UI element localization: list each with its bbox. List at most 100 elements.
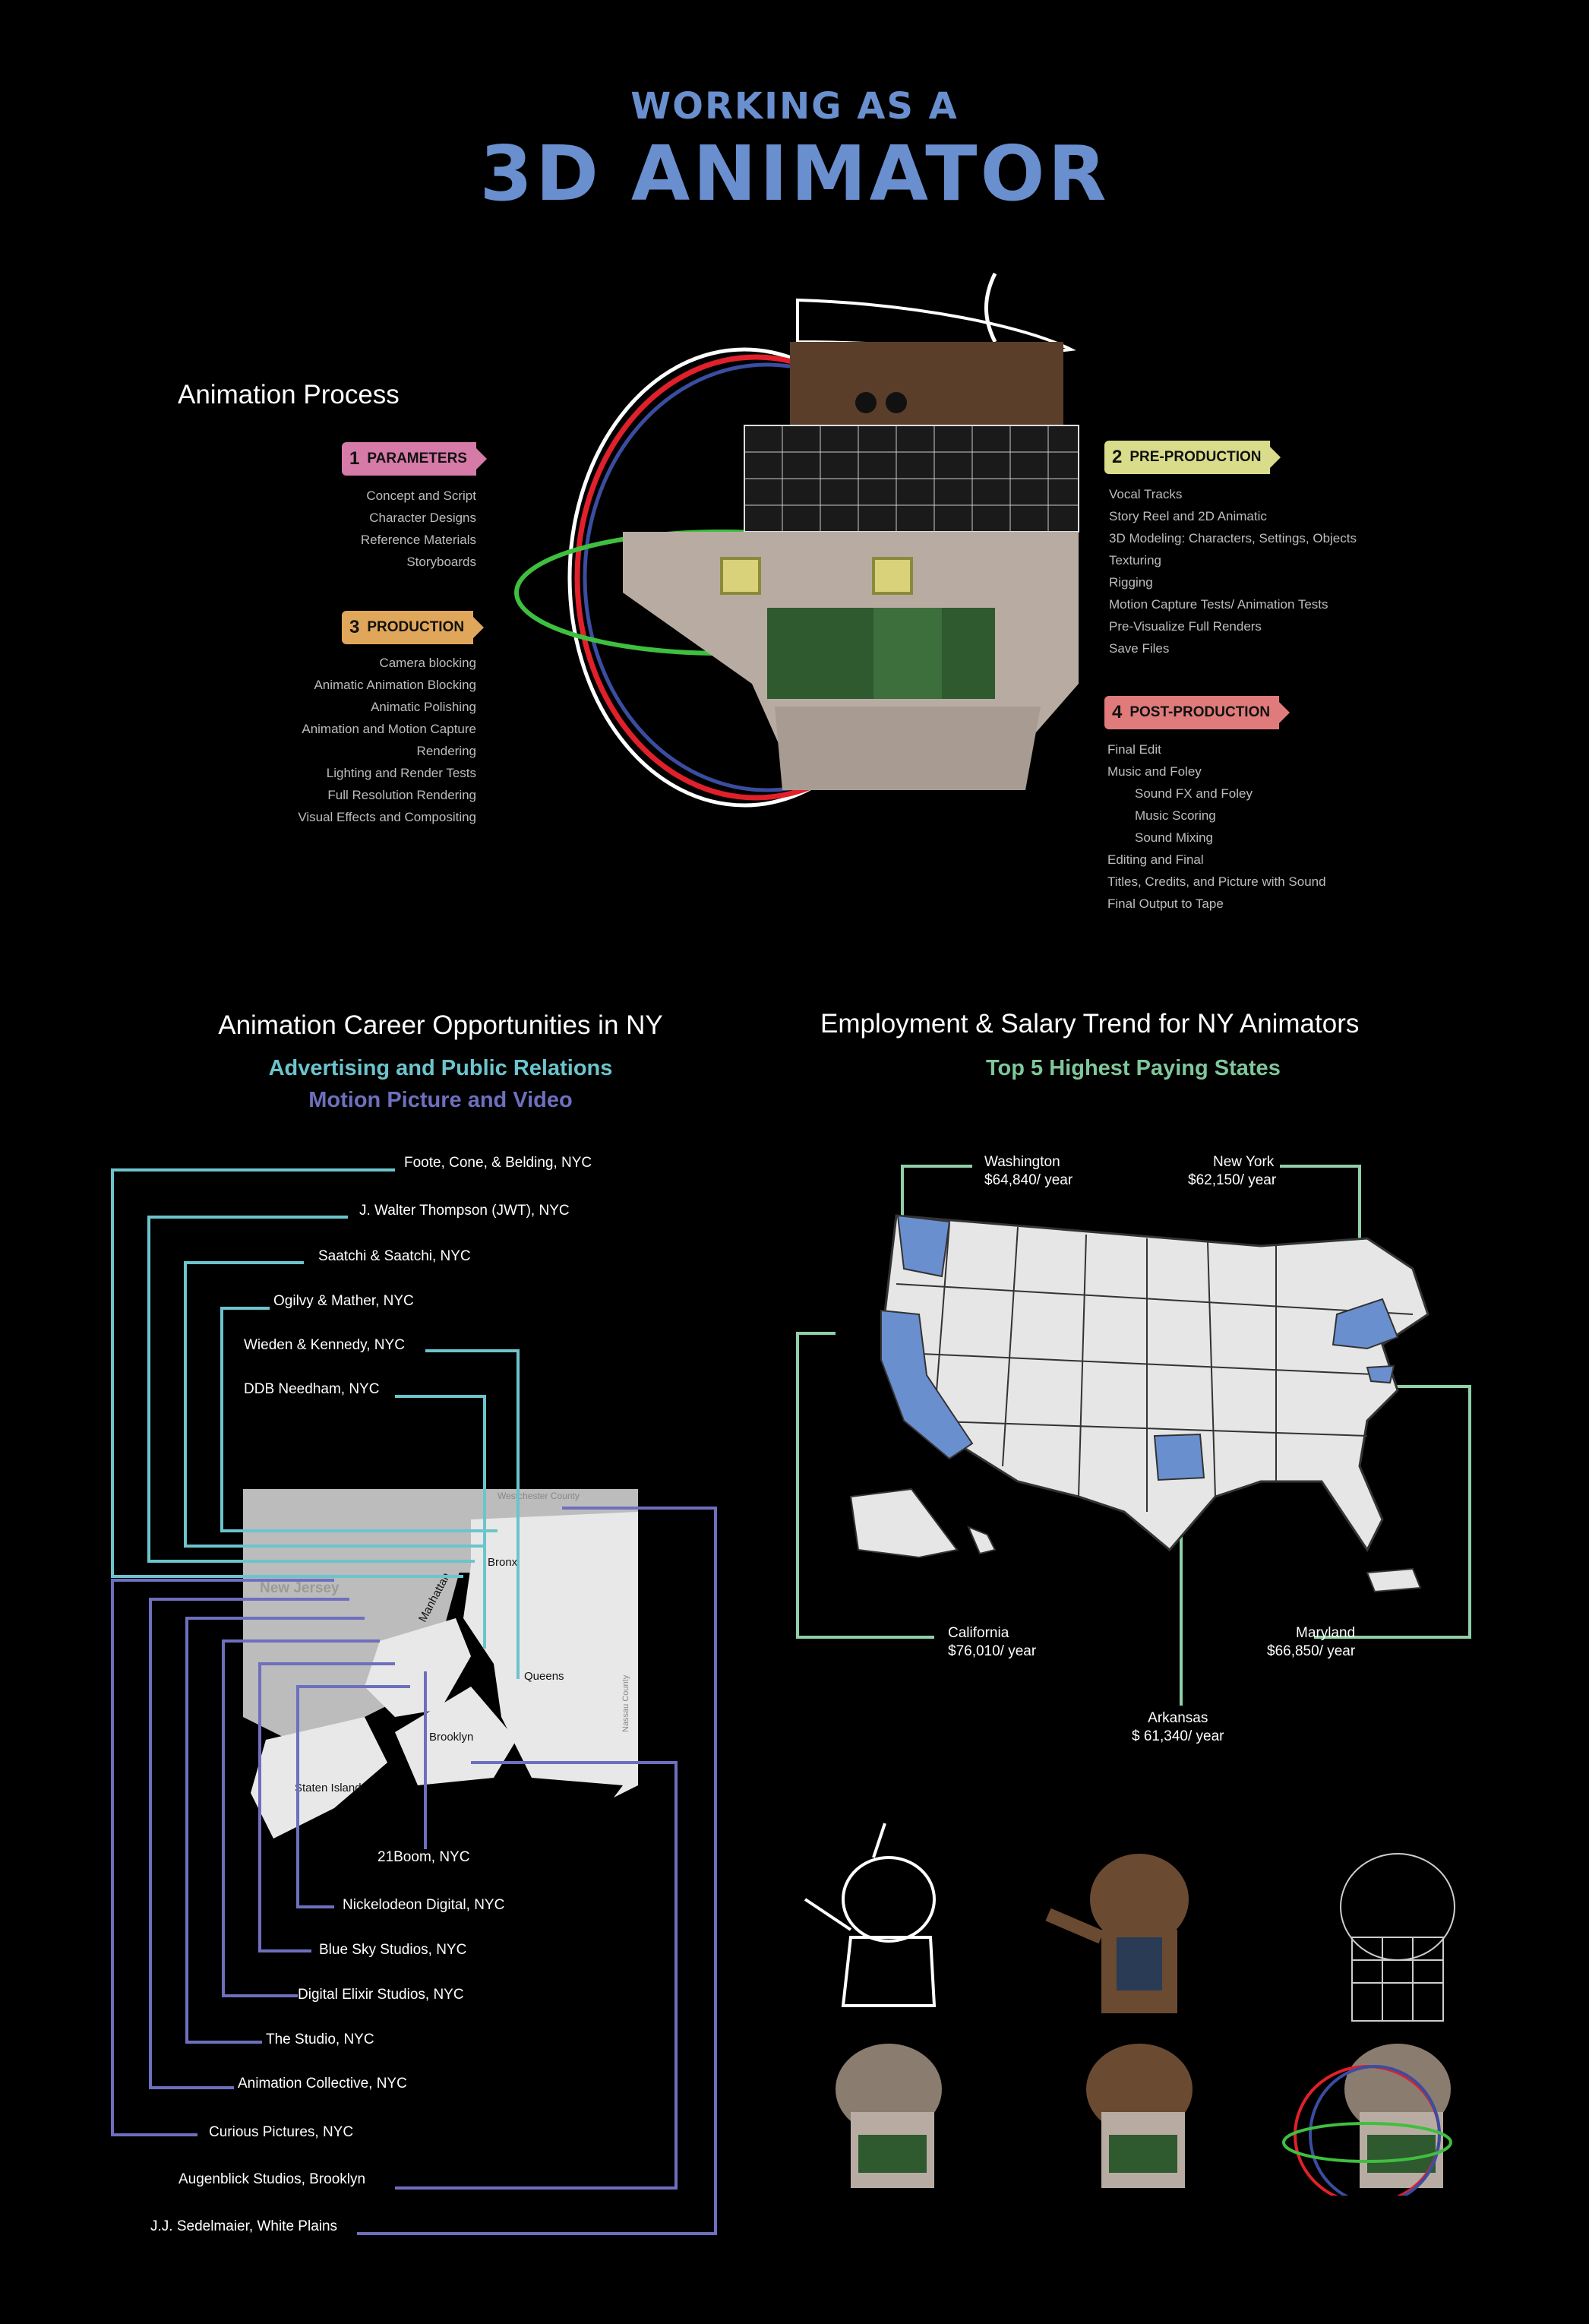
- list-item: Rigging: [1109, 575, 1153, 590]
- state-alaska: [849, 1488, 959, 1559]
- state-washington: [896, 1214, 951, 1278]
- stage-label: PRE-PRODUCTION: [1129, 449, 1262, 465]
- list-item: Animatic Animation Blocking: [314, 678, 476, 692]
- list-item: Full Resolution Rendering: [327, 788, 476, 802]
- company-label: The Studio, NYC: [266, 2032, 374, 2047]
- list-item: Pre-Visualize Full Renders: [1109, 619, 1262, 634]
- list-item: Editing and Final: [1107, 852, 1204, 867]
- company-label: Ogilvy & Mather, NYC: [273, 1293, 414, 1309]
- stage-number: 3: [349, 617, 360, 637]
- state-salary: $64,840/ year: [984, 1172, 1073, 1188]
- state-label-maryland: Maryland $66,850/ year: [1267, 1624, 1355, 1661]
- stage-post-production-tag: 4 POST-PRODUCTION: [1104, 696, 1290, 729]
- map-label-staten-island: Staten Island: [295, 1782, 362, 1794]
- list-item: Sound FX and Foley: [1135, 786, 1253, 801]
- list-item: Camera blocking: [379, 656, 476, 670]
- state-label-washington: Washington $64,840/ year: [984, 1153, 1072, 1190]
- state-new-york: [1332, 1298, 1399, 1350]
- list-item: Music and Foley: [1107, 764, 1202, 779]
- list-item: Rendering: [416, 744, 476, 758]
- state-hawaii: [967, 1526, 997, 1555]
- company-label: Curious Pictures, NYC: [209, 2124, 354, 2140]
- header-line1: WORKING AS A: [630, 85, 959, 128]
- state-label-california: California $76,010/ year: [948, 1624, 1036, 1661]
- bear-head: [790, 342, 1063, 425]
- list-item: Animation and Motion Capture: [302, 722, 476, 736]
- company-label: DDB Needham, NYC: [244, 1381, 380, 1397]
- company-label: Saatchi & Saatchi, NYC: [318, 1248, 471, 1264]
- state-name: Maryland: [1296, 1625, 1356, 1641]
- list-item: Vocal Tracks: [1109, 487, 1183, 501]
- map-label-brooklyn: Brooklyn: [429, 1731, 474, 1744]
- character-process-thumbnails: [804, 1823, 1455, 2196]
- thumb-rigged: [1282, 2044, 1452, 2196]
- company-label: Wieden & Kennedy, NYC: [244, 1337, 405, 1353]
- list-item: Concept and Script: [366, 489, 476, 503]
- stage-pre-production-tag: 2 PRE-PRODUCTION: [1104, 441, 1282, 474]
- stage-label: POST-PRODUCTION: [1129, 704, 1271, 720]
- list-item: Texturing: [1109, 553, 1161, 568]
- state-california: [880, 1309, 974, 1460]
- stage-post-production-list: Final Edit Music and Foley Sound FX and …: [1107, 738, 1326, 915]
- list-item: Animatic Polishing: [371, 700, 476, 714]
- company-label: Blue Sky Studios, NYC: [319, 1942, 467, 1958]
- state-name: California: [948, 1625, 1009, 1641]
- thumb-textured-grey: [836, 2044, 942, 2188]
- list-item: Visual Effects and Compositing: [298, 810, 476, 824]
- list-item: Titles, Credits, and Picture with Sound: [1107, 874, 1326, 889]
- state-salary: $ 61,340/ year: [1132, 1728, 1224, 1744]
- state-salary: $66,850/ year: [1267, 1643, 1356, 1659]
- state-salary: $76,010/ year: [948, 1643, 1037, 1659]
- map-label-nj: New Jersey: [260, 1580, 340, 1596]
- company-label: Augenblick Studios, Brooklyn: [178, 2171, 366, 2187]
- state-name: Washington: [984, 1154, 1060, 1170]
- legend-advertising: Advertising and Public Relations: [268, 1056, 613, 1080]
- company-label: Foote, Cone, & Belding, NYC: [404, 1155, 592, 1171]
- thumb-colored: [1045, 1854, 1189, 2013]
- list-item: Music Scoring: [1135, 808, 1216, 823]
- state-label-arkansas: Arkansas $ 61,340/ year: [1132, 1709, 1224, 1746]
- list-item: Story Reel and 2D Animatic: [1109, 509, 1267, 523]
- state-name: Arkansas: [1148, 1710, 1208, 1726]
- list-item: Character Designs: [369, 511, 476, 525]
- company-label: Nickelodeon Digital, NYC: [343, 1897, 505, 1913]
- company-label: Animation Collective, NYC: [238, 2076, 407, 2092]
- stage-number: 4: [1112, 702, 1123, 722]
- company-label: Digital Elixir Studios, NYC: [298, 1987, 464, 2003]
- list-item: Reference Materials: [360, 533, 476, 547]
- stage-label: PARAMETERS: [367, 451, 467, 466]
- header-title: 3D ANIMATOR: [479, 129, 1110, 218]
- list-item: Save Files: [1109, 641, 1170, 656]
- company-label: J. Walter Thompson (JWT), NYC: [359, 1203, 570, 1219]
- legend-motion-picture: Motion Picture and Video: [308, 1088, 573, 1112]
- salary-subtitle: Top 5 Highest Paying States: [986, 1056, 1281, 1080]
- careers-title: Animation Career Opportunities in NY: [218, 1010, 663, 1040]
- state-arkansas: [1153, 1433, 1205, 1481]
- stage-parameters-list: Concept and Script Character Designs Ref…: [361, 485, 476, 573]
- state-salary: $62,150/ year: [1188, 1172, 1277, 1188]
- us-map: [849, 1214, 1429, 1593]
- map-label-queens: Queens: [524, 1670, 564, 1683]
- stage-label: PRODUCTION: [367, 619, 465, 635]
- state-name: New York: [1213, 1154, 1275, 1170]
- list-item: Lighting and Render Tests: [326, 766, 476, 780]
- list-item: Motion Capture Tests/ Animation Tests: [1109, 597, 1328, 612]
- bear-character-illustration: [514, 272, 1079, 808]
- company-label: J.J. Sedelmaier, White Plains: [150, 2218, 338, 2234]
- state-maryland: [1366, 1364, 1395, 1384]
- stage-production-tag: 3 PRODUCTION: [342, 611, 485, 644]
- puerto-rico: [1366, 1567, 1422, 1593]
- map-label-bronx: Bronx: [488, 1556, 518, 1569]
- company-label: 21Boom, NYC: [378, 1849, 470, 1865]
- thumb-textured-brown: [1086, 2044, 1193, 2188]
- stage-parameters-tag: 1 PARAMETERS: [342, 442, 487, 476]
- state-label-new-york: New York $62,150/ year: [1188, 1153, 1276, 1190]
- list-item: Final Edit: [1107, 742, 1161, 757]
- list-item: 3D Modeling: Characters, Settings, Objec…: [1109, 531, 1357, 545]
- thumb-wireframe: [1340, 1853, 1455, 2022]
- list-item: Sound Mixing: [1135, 830, 1214, 845]
- process-title: Animation Process: [178, 380, 400, 409]
- stage-number: 2: [1112, 447, 1123, 467]
- stage-pre-production-list: Vocal Tracks Story Reel and 2D Animatic …: [1109, 483, 1357, 659]
